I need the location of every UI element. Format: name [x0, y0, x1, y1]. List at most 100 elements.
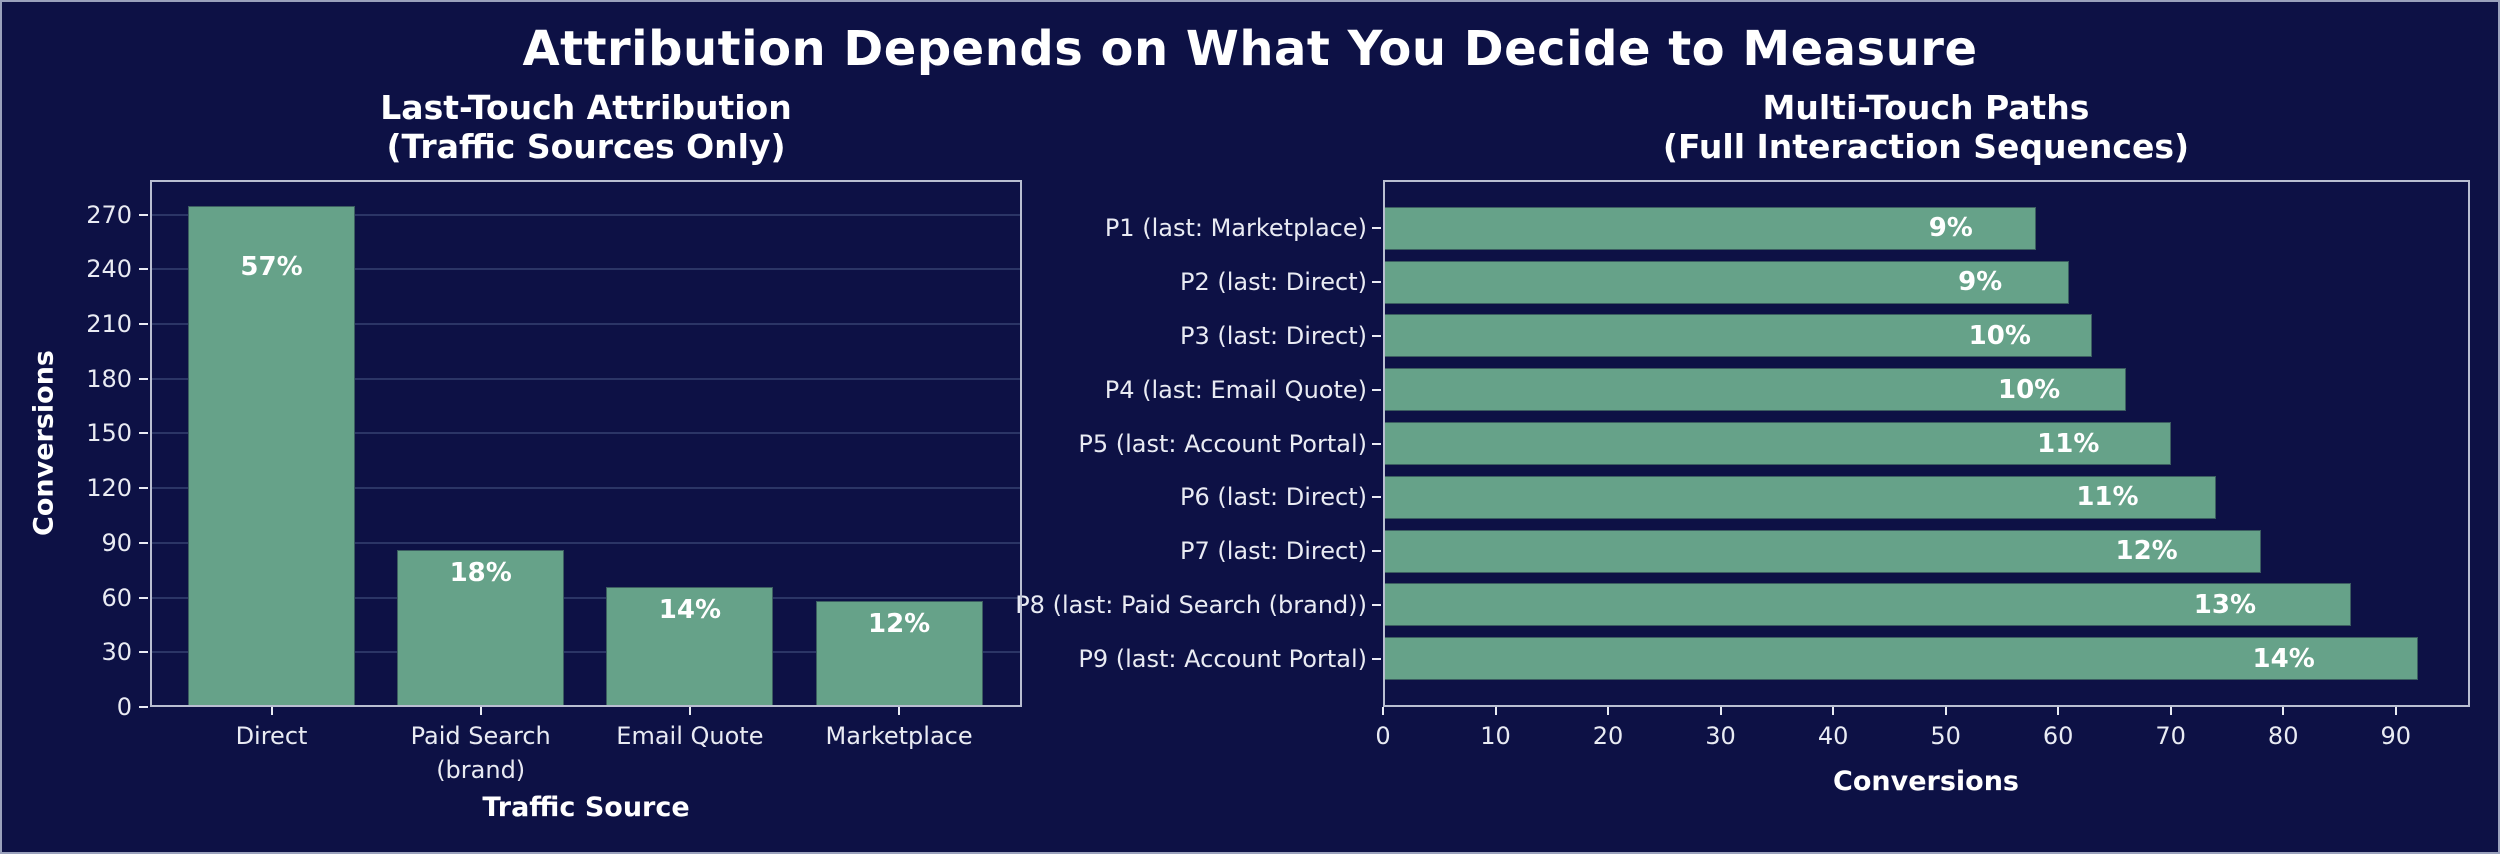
y-tick-mark	[139, 323, 148, 326]
y-tick-mark	[1372, 388, 1381, 391]
gridline	[150, 377, 1022, 380]
y-category-label: P6 (last: Direct)	[1180, 483, 1367, 512]
gridline	[150, 213, 1022, 216]
y-tick-mark	[139, 377, 148, 380]
multi-touch-plot-area: 0 10 20 30 40 50 60 70 80 90 9% P1 (last: Marketpla…	[1015, 180, 2470, 750]
bar-value-label: 10%	[1968, 320, 2031, 351]
y-tick-mark	[1372, 550, 1381, 553]
bar	[1383, 637, 2419, 681]
bar-value-label: 57%	[240, 251, 303, 282]
x-tick-mark	[1607, 707, 1610, 715]
y-tick-label: 60	[101, 583, 132, 612]
x-tick-label: 0	[1375, 722, 1391, 750]
x-category-label-line: (brand)	[436, 756, 526, 784]
bar-value-label: 14%	[658, 594, 722, 625]
x-tick-label: 70	[2155, 722, 2186, 750]
right-chart-title: Multi-Touch Paths (Full Interaction Sequ…	[1663, 88, 2189, 166]
x-tick-label: 40	[1817, 722, 1849, 750]
left-chart-title-line2: (Traffic Sources Only)	[386, 127, 786, 166]
figure-title: Attribution Depends on What You Decide t…	[522, 21, 1978, 77]
right-chart-xlabel: Conversions	[1833, 766, 2019, 797]
right-chart-title-line1: Multi-Touch Paths	[1762, 88, 2090, 127]
right-chart-title-line2: (Full Interaction Sequences)	[1662, 127, 2190, 166]
bar	[1383, 314, 2092, 358]
x-tick-mark	[1382, 707, 1384, 715]
bar	[1383, 260, 2070, 304]
y-tick-label: 180	[86, 364, 132, 393]
y-tick-mark	[139, 541, 148, 544]
y-category-label: P7 (last: Direct)	[1180, 537, 1367, 566]
y-tick-mark	[1372, 657, 1381, 660]
x-category-label: Paid Search (brand)	[411, 719, 551, 787]
y-category-label: P1 (last: Marketplace)	[1104, 214, 1367, 243]
x-tick-mark	[1832, 707, 1835, 715]
bar	[1383, 583, 2351, 627]
bar-value-label: 12%	[867, 609, 931, 640]
bar-value-label: 10%	[1997, 374, 2061, 405]
gridline	[150, 541, 1022, 544]
x-tick-label: 50	[1930, 722, 1961, 750]
x-tick-mark	[1719, 707, 1722, 715]
x-tick-label: 90	[2380, 722, 2411, 750]
x-tick-mark	[2282, 707, 2285, 715]
x-tick-mark	[688, 707, 691, 715]
y-tick-mark	[139, 706, 148, 708]
y-tick-mark	[1372, 334, 1381, 337]
x-tick-mark	[2169, 707, 2172, 715]
x-category-label-line: Paid Search	[410, 722, 551, 750]
y-tick-mark	[139, 432, 148, 435]
bar-value-label: 9%	[1958, 267, 2003, 298]
y-tick-mark	[139, 596, 148, 599]
x-category-label-line: Email Quote	[616, 722, 764, 750]
y-tick-label: 150	[86, 419, 132, 448]
y-tick-mark	[1372, 442, 1381, 445]
bar	[1383, 206, 2036, 250]
x-tick-mark	[270, 707, 273, 715]
x-category-label-line: Direct	[235, 722, 308, 750]
bar	[606, 586, 774, 707]
left-chart-ylabel: Conversions	[28, 350, 60, 536]
x-category-label: Email Quote	[616, 719, 763, 753]
x-tick-mark	[898, 707, 901, 715]
gridline	[150, 487, 1022, 490]
y-category-label: P8 (last: Paid Search (brand))	[1015, 590, 1367, 619]
bar-value-label: 14%	[2252, 643, 2315, 674]
y-category-label: P3 (last: Direct)	[1180, 321, 1367, 350]
y-category-label: P9 (last: Account Portal)	[1078, 644, 1367, 673]
y-tick-mark	[139, 651, 148, 654]
y-tick-label: 120	[86, 474, 132, 503]
x-tick-mark	[1494, 707, 1497, 715]
bar-value-label: 12%	[2115, 536, 2178, 567]
bar-value-label: 13%	[2193, 589, 2257, 620]
bar	[1383, 422, 2171, 466]
gridline	[150, 432, 1022, 435]
bar	[1383, 368, 2126, 412]
last-touch-plot-area: 0 30 60 90 120 150 180 210 240 270 57% Direct 18% Pai…	[86, 180, 1022, 784]
x-tick-label: 80	[2267, 722, 2299, 750]
x-tick-label: 10	[1480, 722, 1511, 750]
y-tick-label: 90	[101, 528, 132, 557]
y-tick-mark	[1372, 603, 1381, 606]
bar-value-label: 11%	[2037, 428, 2100, 459]
gridline	[150, 323, 1022, 326]
bar	[1383, 529, 2261, 573]
y-tick-label: 240	[86, 255, 132, 284]
bar	[188, 205, 355, 707]
y-tick-mark	[139, 487, 148, 490]
y-tick-label: 270	[86, 200, 132, 229]
gridline	[150, 596, 1022, 599]
y-tick-mark	[1372, 227, 1381, 230]
gridline	[150, 268, 1022, 271]
x-tick-label: 20	[1592, 722, 1624, 750]
x-tick-label: 30	[1705, 722, 1736, 750]
bar-value-label: 9%	[1928, 213, 1973, 244]
bar-value-label: 11%	[2076, 482, 2139, 513]
x-category-label: Direct	[236, 719, 308, 753]
left-chart-title: Last-Touch Attribution (Traffic Sources …	[380, 88, 791, 166]
x-category-label-line: Marketplace	[825, 722, 973, 750]
left-chart-title-line1: Last-Touch Attribution	[380, 88, 792, 127]
x-tick-mark	[479, 707, 482, 715]
gridline	[150, 651, 1022, 654]
y-tick-label: 210	[86, 310, 132, 339]
